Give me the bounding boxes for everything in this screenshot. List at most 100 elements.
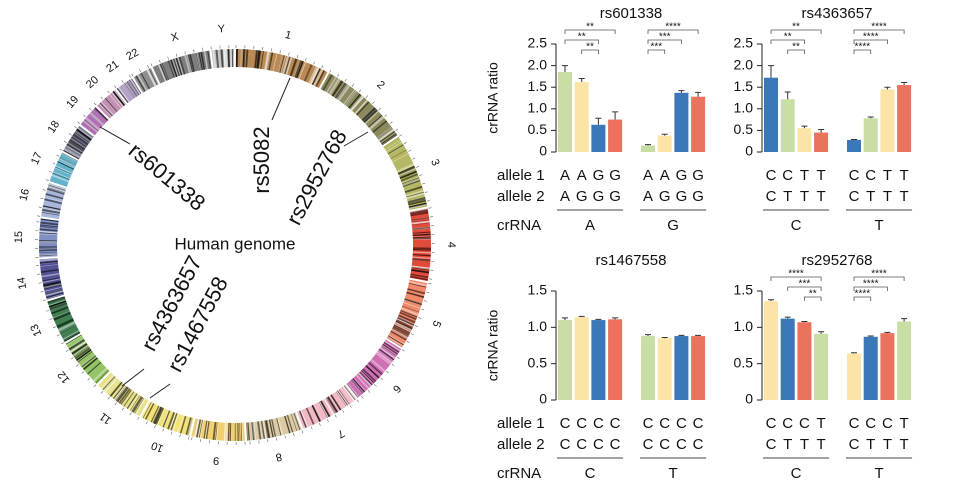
chromosome-label: 1 [284,29,293,42]
significance-label: ** [586,42,594,53]
chromosome-band [397,163,415,173]
ring-tick [131,73,134,77]
error-bar [818,129,825,133]
significance-bracket [853,276,905,281]
chromosome-band [344,385,356,400]
chromosome-band [170,413,178,431]
ring-tick [399,134,402,137]
chromosome-band [71,136,87,148]
significance-bracket [853,29,905,34]
significance-bracket [647,49,666,54]
chromosome-band [227,422,230,441]
chromosome-band [195,419,201,438]
chromosome-band [327,396,338,413]
ring-tick [293,433,295,437]
bar [814,333,829,400]
bar [797,322,812,400]
significance-bracket [564,29,616,34]
chromosome-band [207,50,211,69]
chromosome-band [69,138,86,151]
snp-label: rs2952768 [281,125,352,229]
chromosome-band [40,218,59,223]
chromosome-band [240,49,243,68]
chromosome-band [52,310,70,319]
chromosome-band [337,85,350,101]
chromosome-band [372,120,388,133]
ring-tick [365,95,369,98]
y-tick-label: 2.5 [734,35,754,51]
significance-label: **** [863,32,879,43]
chromosome-band [39,254,58,257]
ring-tick [422,182,426,185]
significance-label: *** [659,32,671,43]
allele-2: C [643,436,654,453]
chromosome-band [257,421,262,440]
allele-2: G [692,188,704,205]
chromosome-band [391,329,408,339]
significance-bracket [787,49,805,54]
chromosome-label: 7 [335,427,346,440]
y-tick-label: 1.0 [528,100,548,116]
chromosome-band [63,149,80,160]
chromosome-band [109,94,122,109]
chromosome-band [58,322,76,332]
chromosome-band [39,240,58,243]
chromosome-band [109,381,123,397]
ring-tick [191,437,193,441]
chromosome-band [411,222,430,226]
chromosome-band [195,52,200,71]
chromosome-band [399,168,416,177]
chart-title: rs2952768 [802,252,873,269]
chromosome-band [380,132,396,143]
y-tick-label: 2.0 [528,56,548,72]
chromosome-band [411,269,430,274]
chromosome-band [398,314,416,324]
ring-tick [145,421,148,425]
y-tick-label: 0 [539,143,547,159]
chromosome-band [387,144,404,155]
chromosome-band [379,131,396,143]
chromosome-band [58,160,75,169]
allele-2: T [800,436,809,453]
chromosome-band [220,49,223,68]
chromosome-band [56,319,74,329]
error-bar [578,315,585,318]
allele-1: T [883,167,892,184]
significance-bracket [853,39,888,44]
ring-tick [356,399,359,403]
chromosome-band [364,110,379,125]
y-tick-label: 2.5 [528,35,548,51]
ring-tick [52,162,56,165]
chromosome-label: X [170,30,181,44]
circos-plot: Human genome 123456789101112131415161718… [13,23,457,466]
chromosome-band [113,91,125,106]
chromosome-band [294,60,303,78]
chromosome-band [332,81,344,97]
ring-tick [93,384,97,387]
group-label: C [585,465,596,482]
chromosome-label: 11 [98,410,114,426]
chromosome-band [352,378,366,393]
chromosome-band [66,143,83,155]
ring-tick [344,78,347,82]
chromosome-band [404,298,422,306]
ring-tick [48,171,52,173]
significance-label: *** [799,279,811,290]
chromosome-band [54,167,72,176]
error-bar [695,334,702,337]
chromosome-band [368,115,384,130]
chromosome-label: 21 [104,58,121,75]
chromosome-label: 12 [56,369,73,386]
chromosome-band [150,405,160,423]
chromosome-band [45,289,63,296]
chromosome-band [412,226,431,230]
y-tick-label: 1.5 [528,282,548,298]
chromosome-band [39,251,58,253]
snp-pointer [99,126,131,145]
chromosome-band [132,396,144,413]
y-tick-label: 0.5 [734,121,754,137]
allele-2: G [609,188,621,205]
significance-bracket [770,276,822,281]
